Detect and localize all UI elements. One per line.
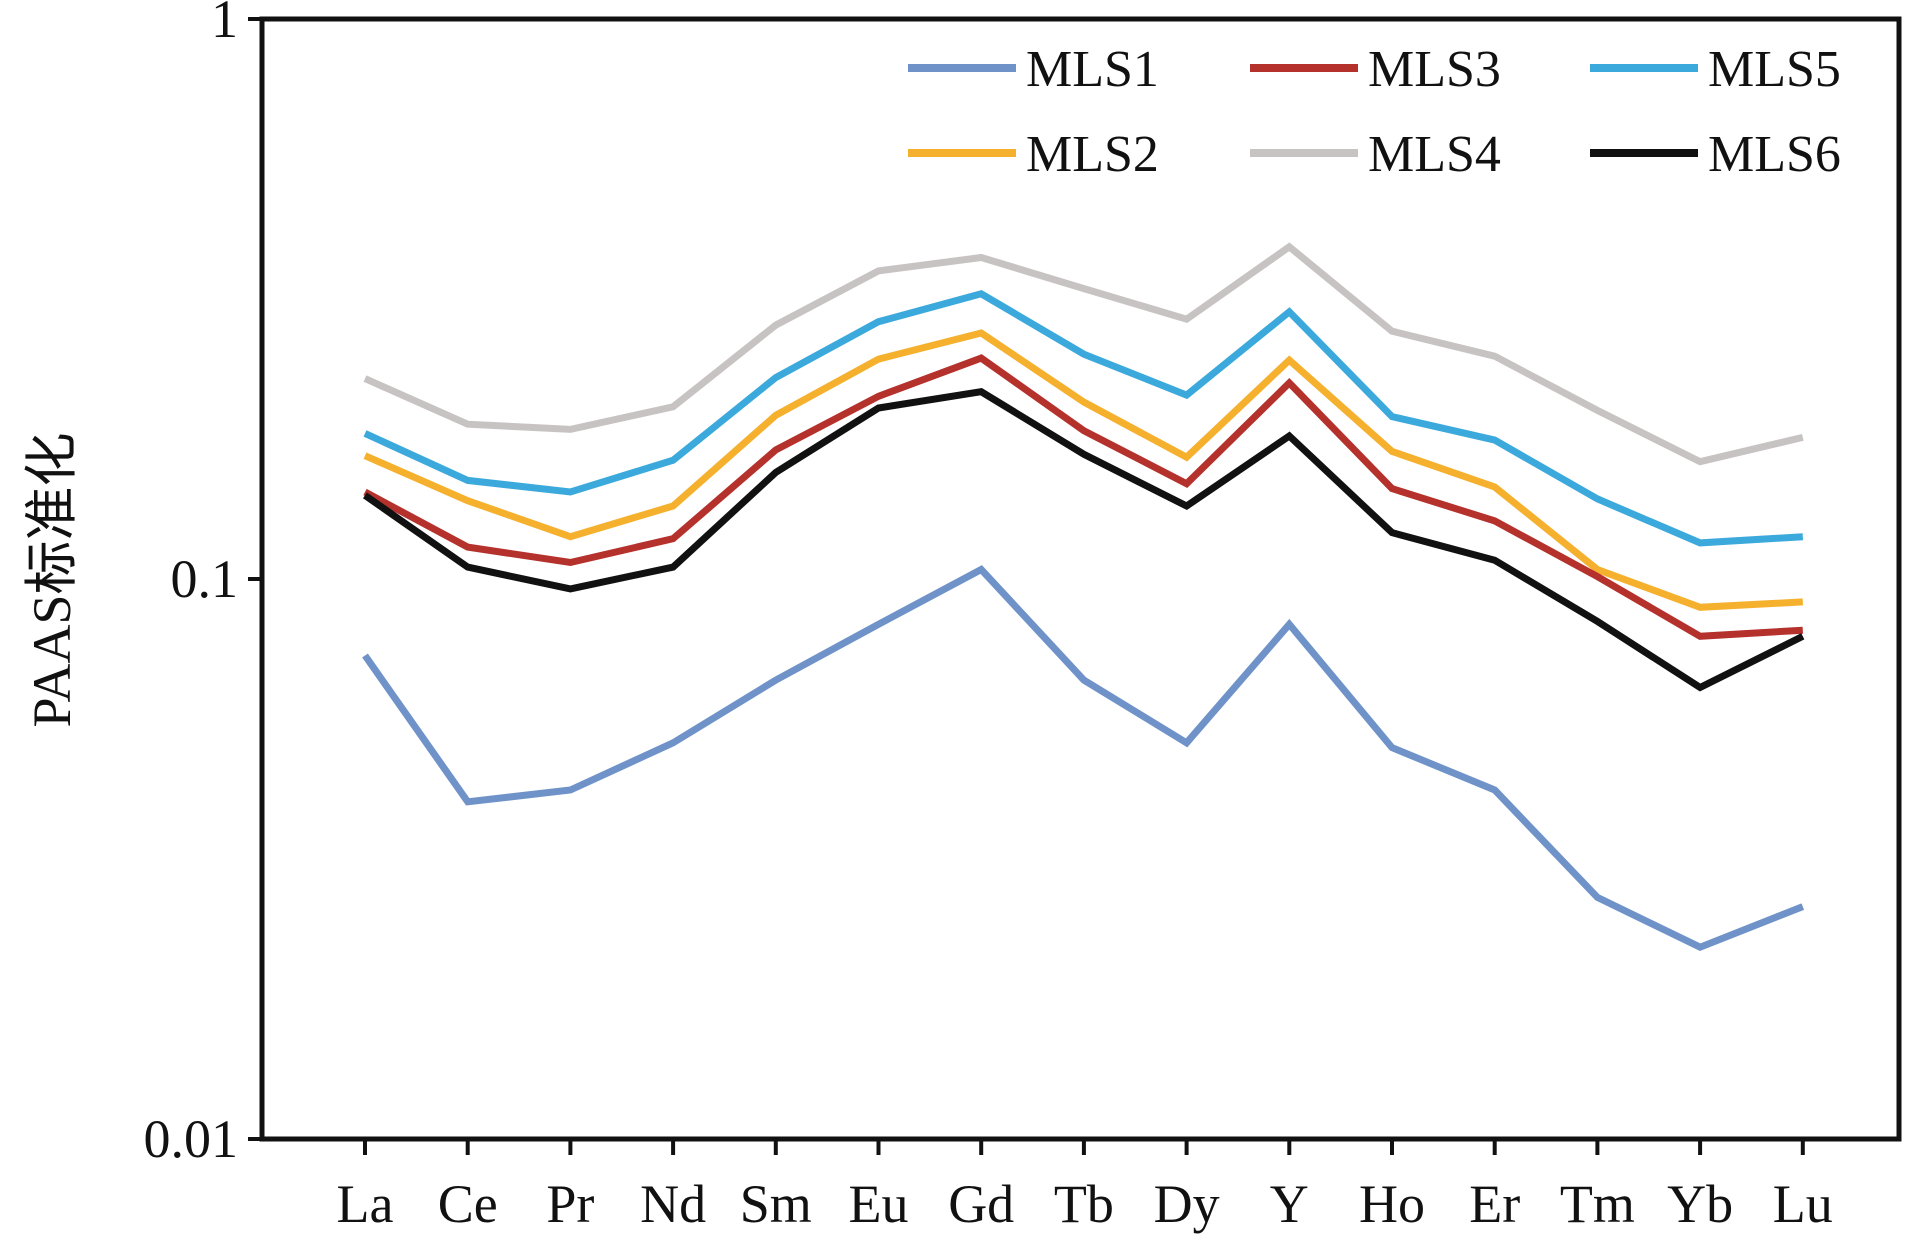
x-tick-label: Eu	[849, 1174, 909, 1234]
x-tick-label: Yb	[1667, 1174, 1733, 1234]
series-line-mls6	[362, 388, 1805, 692]
legend-item-mls1: MLS1	[908, 41, 1159, 98]
series-line-mls1	[362, 565, 1805, 952]
x-tick-label: Ho	[1359, 1174, 1425, 1234]
x-tick-label: Nd	[640, 1174, 706, 1234]
x-tick-label: Pr	[546, 1174, 594, 1234]
legend-label: MLS1	[1026, 41, 1159, 98]
x-tick-label: Tm	[1560, 1174, 1635, 1234]
series-line-mls3	[363, 354, 1804, 640]
legend-label: MLS2	[1026, 126, 1159, 183]
series-line-mls4	[363, 242, 1804, 466]
y-tick-label: 0.1	[171, 549, 239, 609]
legend-label: MLS5	[1708, 41, 1841, 98]
legend-item-mls2: MLS2	[908, 126, 1159, 183]
legend-item-mls6: MLS6	[1590, 126, 1841, 183]
legend-item-mls4: MLS4	[1250, 126, 1501, 183]
x-tick-label: Sm	[740, 1174, 812, 1234]
legend-label: MLS6	[1708, 126, 1841, 183]
x-tick-label: Ce	[438, 1174, 498, 1234]
y-tick-label: 1	[211, 0, 238, 49]
legend-item-mls3: MLS3	[1250, 41, 1501, 98]
x-tick-label: Dy	[1154, 1174, 1220, 1234]
x-tick-label: Y	[1270, 1174, 1309, 1234]
x-tick-label: Er	[1469, 1174, 1520, 1234]
y-tick-label: 0.01	[144, 1109, 239, 1169]
x-tick-label: Gd	[948, 1174, 1014, 1234]
legend-label: MLS3	[1368, 41, 1501, 98]
legend-label: MLS4	[1368, 126, 1501, 183]
series-line-mls5	[363, 290, 1804, 547]
legend-item-mls5: MLS5	[1590, 41, 1841, 98]
x-tick-label: Tb	[1054, 1174, 1114, 1234]
y-axis-label: PAAS标准化	[22, 432, 82, 727]
series-line-mls2	[363, 329, 1803, 611]
x-tick-label: Lu	[1773, 1174, 1833, 1234]
x-tick-label: La	[337, 1174, 394, 1234]
